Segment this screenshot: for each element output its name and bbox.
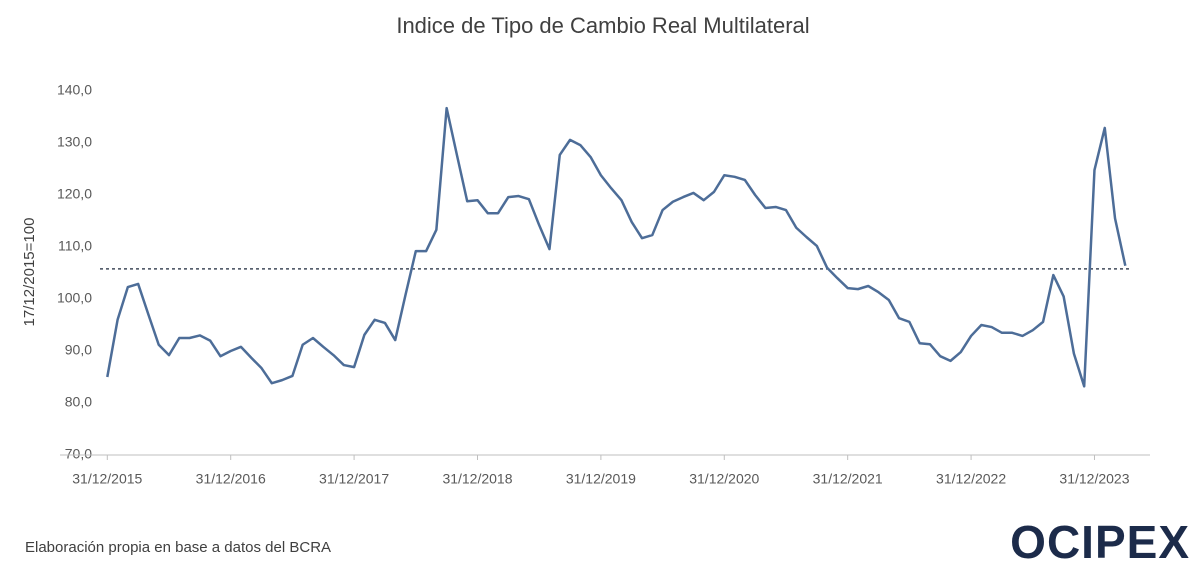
x-tick-label: 31/12/2016 <box>196 471 266 487</box>
x-tick-label: 31/12/2015 <box>72 471 142 487</box>
y-tick-label: 80,0 <box>65 394 92 410</box>
y-tick-label: 130,0 <box>57 134 92 150</box>
x-tick-label: 31/12/2019 <box>566 471 636 487</box>
y-tick-label: 70,0 <box>65 446 92 462</box>
y-tick-label: 140,0 <box>57 82 92 98</box>
x-tick-label: 31/12/2021 <box>813 471 883 487</box>
data-line <box>106 106 1127 388</box>
y-tick-label: 120,0 <box>57 186 92 202</box>
source-note: Elaboración propia en base a datos del B… <box>25 539 331 556</box>
y-tick-label: 110,0 <box>58 238 92 254</box>
x-tick-label: 31/12/2017 <box>319 471 389 487</box>
y-tick-label: 100,0 <box>57 290 92 306</box>
logo: OCIPEX <box>1010 516 1190 568</box>
x-tick-label: 31/12/2023 <box>1059 471 1129 487</box>
chart-title: Indice de Tipo de Cambio Real Multilater… <box>396 13 809 38</box>
y-axis-label: 17/12/2015=100 <box>21 218 38 327</box>
x-tick-label: 31/12/2018 <box>442 471 512 487</box>
y-tick-label: 90,0 <box>65 342 92 358</box>
x-tick-label: 31/12/2020 <box>689 471 759 487</box>
x-tick-label: 31/12/2022 <box>936 471 1006 487</box>
